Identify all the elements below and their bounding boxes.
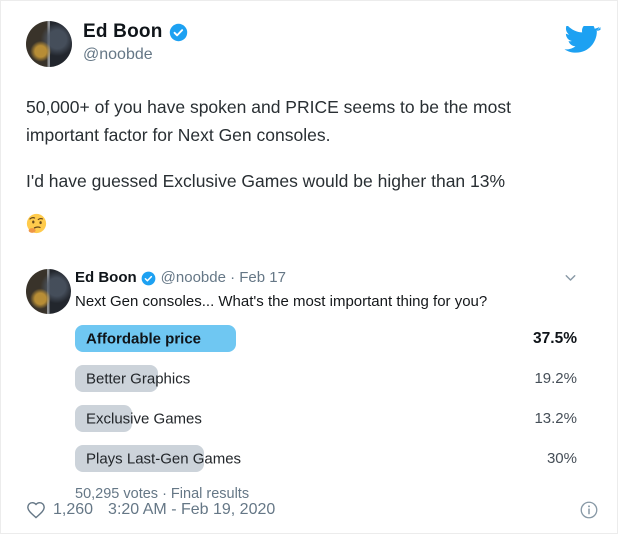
author-name[interactable]: Ed Boon	[83, 21, 163, 42]
twitter-logo-icon[interactable]	[564, 23, 601, 61]
tweet-footer: 1,260 3:20 AM - Feb 19, 2020	[26, 500, 599, 520]
tweet-paragraph-1: 50,000+ of you have spoken and PRICE see…	[26, 97, 511, 145]
verified-badge-icon	[169, 23, 188, 42]
poll-votes-summary: 50,295 votes · Final results	[75, 486, 250, 502]
poll-bar	[75, 405, 132, 432]
quoted-author-meta[interactable]: @noobde · Feb 17	[160, 269, 286, 286]
like-icon[interactable]	[26, 500, 46, 520]
poll-option-row: Affordable price 37.5%	[75, 325, 577, 352]
quoted-header: Ed Boon @noobde · Feb 17	[75, 269, 577, 287]
quoted-tweet-card[interactable]: Ed Boon @noobde · Feb 17 Next Gen consol…	[26, 269, 577, 502]
author-handle[interactable]: @noobde	[83, 46, 153, 63]
info-icon[interactable]	[579, 500, 599, 520]
poll-option-pct: 13.2%	[534, 410, 577, 427]
poll-option-row: Better Graphics 19.2%	[75, 365, 577, 392]
tweet-paragraph-2: I'd have guessed Exclusive Games would b…	[26, 171, 506, 191]
timestamp[interactable]: 3:20 AM - Feb 19, 2020	[108, 501, 276, 518]
poll-option-label: Exclusive Games	[86, 410, 202, 427]
thinking-face-emoji	[26, 213, 47, 238]
poll-bar	[75, 325, 237, 352]
tweet-header: Ed Boon @noobde	[1, 1, 617, 67]
poll-option-pct: 19.2%	[534, 370, 577, 387]
author-block: Ed Boon @noobde	[83, 21, 188, 64]
tweet-body: 50,000+ of you have spoken and PRICE see…	[26, 93, 587, 242]
poll-option-pct: 37.5%	[533, 329, 577, 347]
poll-option-row: Plays Last-Gen Games 30%	[75, 445, 577, 472]
poll-option-row: Exclusive Games 13.2%	[75, 405, 577, 432]
quoted-avatar[interactable]	[26, 269, 71, 314]
poll-option-pct: 30%	[546, 450, 577, 467]
poll-option-label: Better Graphics	[86, 370, 191, 387]
quoted-author-name[interactable]: Ed Boon	[75, 269, 137, 286]
emoji-line	[26, 213, 587, 242]
poll-bar	[75, 445, 204, 472]
chevron-down-icon[interactable]	[562, 269, 579, 291]
poll-option-label: Affordable price	[86, 330, 202, 347]
quoted-content: Ed Boon @noobde · Feb 17 Next Gen consol…	[75, 269, 577, 502]
poll: Affordable price 37.5% Better Graphics 1…	[75, 325, 577, 472]
poll-bar	[75, 365, 158, 392]
poll-question: Next Gen consoles... What's the most imp…	[75, 293, 488, 310]
poll-option-label: Plays Last-Gen Games	[86, 450, 242, 467]
like-count[interactable]: 1,260	[53, 501, 94, 518]
verified-badge-icon	[141, 271, 156, 286]
avatar[interactable]	[26, 21, 72, 67]
